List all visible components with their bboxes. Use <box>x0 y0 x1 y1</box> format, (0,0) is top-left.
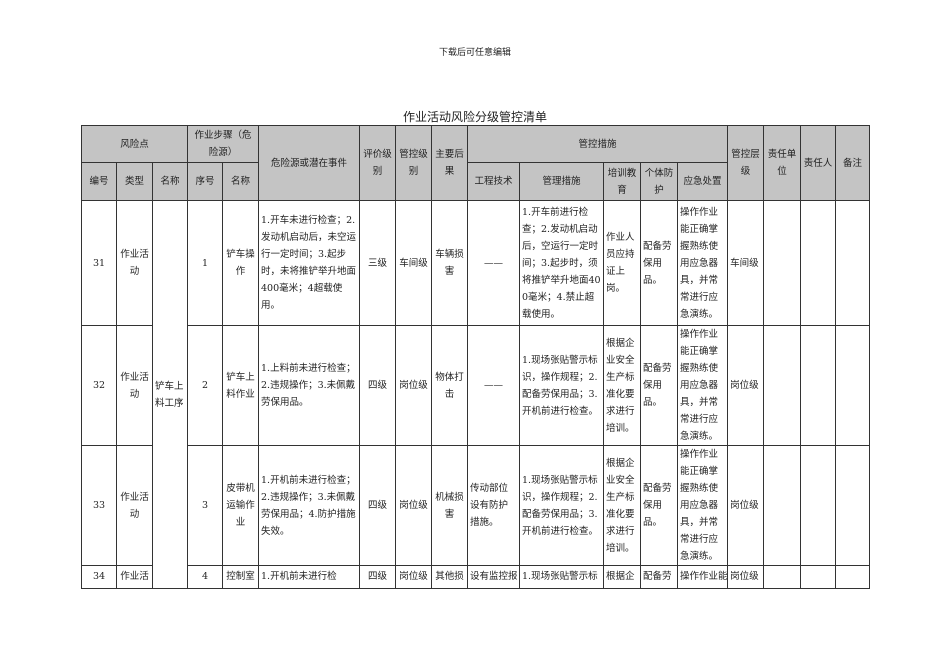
cell-training: 作业人员应持证上岗。 <box>603 200 642 326</box>
cell-emergency: 操作作业能 <box>677 565 729 589</box>
header-training: 培训教育 <box>603 162 642 201</box>
cell-management: 1.开车前进行检查；2.发动机启动后，空运行一定时间；3.起步时，须将推铲举升地… <box>519 200 605 326</box>
cell-control: 岗位级 <box>395 325 433 446</box>
cell-control: 车间级 <box>395 200 433 326</box>
cell-resp-person <box>800 565 837 589</box>
cell-control: 岗位级 <box>395 445 433 566</box>
cell-consequence: 车辆损害 <box>431 200 469 326</box>
cell-hazard: 1.上料前未进行检查；2.违规操作；3.未佩戴劳保用品。 <box>258 325 361 446</box>
header-step: 作业步骤（危险源） <box>186 125 260 163</box>
cell-resp-person <box>800 325 837 446</box>
cell-group-name: 铲车上料工序 <box>152 200 188 589</box>
cell-consequence: 机械损害 <box>431 445 469 566</box>
header-no: 编号 <box>81 162 117 201</box>
cell-engineering: 传动部位设有防护措施。 <box>467 445 521 566</box>
header-type: 类型 <box>116 162 153 201</box>
cell-resp-unit <box>763 200 802 326</box>
cell-training: 根据企业安全生产标准化要求进行培训。 <box>603 445 642 566</box>
cell-seq: 4 <box>187 565 223 589</box>
header-measures: 管控措施 <box>467 125 729 163</box>
cell-control: 岗位级 <box>395 565 433 589</box>
cell-no: 32 <box>81 325 117 446</box>
cell-hazard: 1.开车未进行检查；2.发动机启动后，未空运行一定时间；3.起步时，未将推铲举升… <box>258 200 361 326</box>
cell-engineering: —— <box>467 200 521 326</box>
cell-eval: 四级 <box>359 325 397 446</box>
header-remarks: 备注 <box>835 125 871 201</box>
cell-resp-unit <box>763 445 802 566</box>
cell-remarks <box>835 445 871 566</box>
cell-resp-unit <box>763 325 802 446</box>
cell-type: 作业活 <box>116 565 153 589</box>
cell-type: 作业活动 <box>116 200 153 326</box>
cell-consequence: 物体打击 <box>431 325 469 446</box>
cell-emergency: 操作作业能正确掌握熟练使用应急器具，并常常进行应急演练。 <box>677 445 729 566</box>
cell-remarks <box>835 200 871 326</box>
cell-step-name: 铲车操作 <box>221 200 260 326</box>
header-eval-level: 评价级别 <box>359 125 397 201</box>
cell-management: 1.现场张贴警示标识，操作规程；2.配备劳保用品；3.开机前进行检查。 <box>519 325 605 446</box>
header-step-name: 名称 <box>221 162 260 201</box>
document-title: 作业活动风险分级管控清单 <box>402 110 547 124</box>
cell-resp-person <box>800 200 837 326</box>
cell-management: 1.现场张贴警示标识，操作规程；2.配备劳保用品；3.开机前进行检查。 <box>519 445 605 566</box>
cell-seq: 2 <box>187 325 223 446</box>
header-name: 名称 <box>152 162 188 201</box>
table-row: 34 作业活 4 控制室 1.开机前未进行检 四级 岗位级 其他损 设有监控报 … <box>81 565 871 589</box>
cell-remarks <box>835 565 871 589</box>
cell-step-name: 铲车上料作业 <box>221 325 260 446</box>
cell-type: 作业活动 <box>116 445 153 566</box>
cell-ppe: 配备劳保用品。 <box>640 325 679 446</box>
cell-no: 33 <box>81 445 117 566</box>
cell-eval: 四级 <box>359 445 397 566</box>
header-resp-person: 责任人 <box>800 125 837 201</box>
header-management: 管理措施 <box>519 162 605 201</box>
cell-no: 31 <box>81 200 117 326</box>
cell-tier: 车间级 <box>727 200 765 326</box>
header-seq: 序号 <box>187 162 223 201</box>
cell-resp-unit <box>763 565 802 589</box>
header-control-tier: 管控层级 <box>727 125 765 201</box>
cell-tier: 岗位级 <box>727 325 765 446</box>
cell-emergency: 操作作业能正确掌握熟练使用应急器具，并常常进行应急演练。 <box>677 325 729 446</box>
header-resp-unit: 责任单位 <box>763 125 802 201</box>
header-risk-point: 风险点 <box>81 125 188 163</box>
cell-engineering: —— <box>467 325 521 446</box>
cell-step-name: 皮带机运输作业 <box>221 445 260 566</box>
cell-eval: 三级 <box>359 200 397 326</box>
cell-type: 作业活动 <box>116 325 153 446</box>
cell-hazard: 1.开机前未进行检查；2.违规操作；3.未佩戴劳保用品；4.防护措施失效。 <box>258 445 361 566</box>
cell-seq: 3 <box>187 445 223 566</box>
cell-step-name: 控制室 <box>221 565 260 589</box>
cell-ppe: 配备劳 <box>640 565 679 589</box>
cell-tier: 岗位级 <box>727 445 765 566</box>
cell-hazard: 1.开机前未进行检 <box>258 565 361 589</box>
cell-tier: 岗位级 <box>727 565 765 589</box>
header-engineering: 工程技术 <box>467 162 521 201</box>
header-control-level: 管控级别 <box>395 125 433 201</box>
cell-ppe: 配备劳保用品。 <box>640 200 679 326</box>
header-ppe: 个体防护 <box>640 162 679 201</box>
cell-training: 根据企 <box>603 565 642 589</box>
cell-remarks <box>835 325 871 446</box>
header-consequence: 主要后果 <box>431 125 469 201</box>
header-emergency: 应急处置 <box>677 162 729 201</box>
watermark-text: 下载后可任意编辑 <box>438 48 511 58</box>
cell-consequence: 其他损 <box>431 565 469 589</box>
cell-seq: 1 <box>187 200 223 326</box>
cell-resp-person <box>800 445 837 566</box>
cell-training: 根据企业安全生产标准化要求进行培训。 <box>603 325 642 446</box>
cell-eval: 四级 <box>359 565 397 589</box>
cell-management: 1.现场张贴警示标 <box>519 565 605 589</box>
table-row: 31 作业活动 铲车上料工序 1 铲车操作 1.开车未进行检查；2.发动机启动后… <box>81 200 871 589</box>
table-row: 33 作业活动 3 皮带机运输作业 1.开机前未进行检查；2.违规操作；3.未佩… <box>81 445 871 566</box>
cell-ppe: 配备劳保用品。 <box>640 445 679 566</box>
cell-no: 34 <box>81 565 117 589</box>
cell-engineering: 设有监控报 <box>467 565 521 589</box>
risk-control-table: 风险点 作业步骤（危险源） 危险源或潜在事件 评价级别 管控级别 主要后果 管控… <box>81 125 871 589</box>
header-hazard: 危险源或潜在事件 <box>258 125 361 201</box>
table-row: 32 作业活动 2 铲车上料作业 1.上料前未进行检查；2.违规操作；3.未佩戴… <box>81 325 871 446</box>
cell-emergency: 操作作业能正确掌握熟练使用应急器具，并常常进行应急演练。 <box>677 200 729 326</box>
